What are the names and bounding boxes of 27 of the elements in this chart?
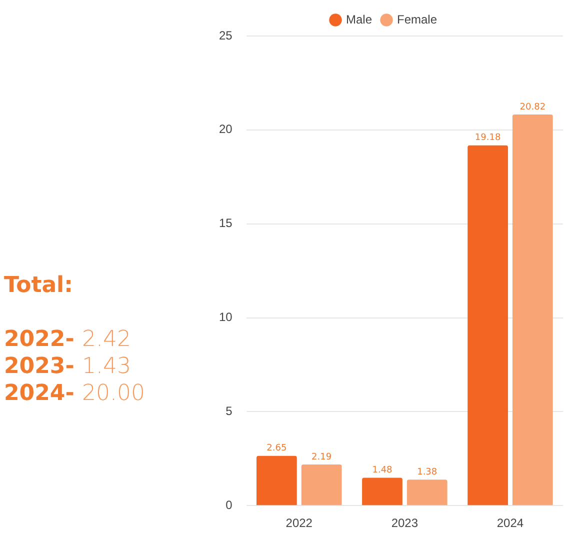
bar — [406, 480, 448, 506]
data-label: 2.19 — [312, 452, 332, 462]
data-label: 20.82 — [520, 102, 546, 112]
text: 2022- 2.42 — [4, 327, 132, 352]
y-tick-label: 20 — [218, 122, 233, 136]
data-label: 2.65 — [266, 444, 287, 454]
bar — [512, 114, 553, 506]
data-label: 19.18 — [474, 133, 501, 144]
text: 2024- 20.00 — [4, 381, 146, 406]
x-tick-label: 2024 — [496, 516, 524, 530]
x-tick-label: 2022 — [286, 516, 313, 530]
bar — [256, 456, 297, 506]
x-tick-label: 2023 — [391, 516, 418, 530]
legend-label: Female — [397, 12, 438, 26]
y-tick-label: 10 — [218, 310, 233, 324]
y-tick-label: 0 — [226, 498, 233, 512]
text: 2023- 1.43 — [4, 354, 132, 379]
y-tick-label: 5 — [226, 404, 233, 418]
bar — [301, 464, 342, 506]
data-label: 1.38 — [417, 468, 438, 478]
legend-label: Male — [346, 12, 372, 26]
y-tick-label: 15 — [218, 216, 233, 230]
data-label: 1.48 — [372, 466, 393, 476]
y-tick-label: 25 — [218, 28, 233, 42]
text: Total: — [4, 272, 74, 299]
bar — [468, 145, 508, 506]
bar — [362, 478, 402, 506]
